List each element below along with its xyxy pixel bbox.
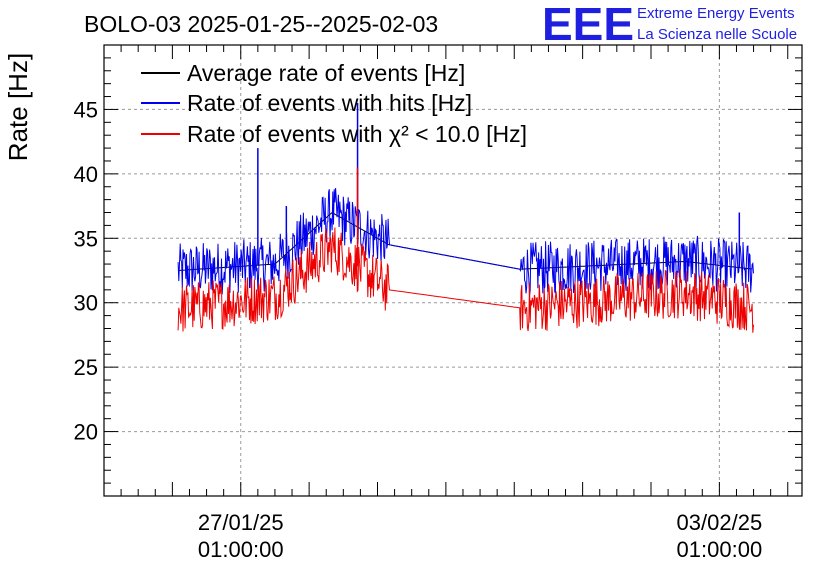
chart-title: BOLO-03 2025-01-25--2025-02-03	[84, 11, 438, 37]
legend-label-chi2: Rate of events with χ² < 10.0 [Hz]	[187, 121, 527, 147]
series-line-2	[177, 227, 754, 333]
x-tick-label-time: 01:00:00	[198, 537, 284, 562]
x-tick-label-date: 03/02/25	[677, 510, 763, 535]
logo-line-2: La Scienza nelle Scuole	[637, 26, 797, 43]
grid-lines	[104, 45, 802, 496]
logo-line-1: Extreme Energy Events	[637, 5, 795, 22]
legend: Average rate of events [Hz] Rate of even…	[141, 60, 527, 147]
legend-label-average: Average rate of events [Hz]	[187, 60, 465, 86]
series-line-1	[177, 187, 754, 296]
y-tick-label: 25	[74, 355, 98, 380]
x-tick-label-time: 01:00:00	[677, 537, 763, 562]
y-axis-label: Rate [Hz]	[3, 53, 33, 161]
eee-logo: EEE Extreme Energy Events La Scienza nel…	[542, 0, 797, 50]
y-tick-label: 35	[74, 226, 98, 251]
logo-letters: EEE	[542, 0, 634, 50]
axes: 20253035404527/01/2501:00:0003/02/2501:0…	[74, 44, 803, 562]
legend-label-hits: Rate of events with hits [Hz]	[187, 90, 472, 116]
y-tick-label: 30	[74, 291, 98, 316]
y-tick-label: 45	[74, 97, 98, 122]
y-tick-label: 20	[74, 420, 98, 445]
plot-frame	[103, 44, 803, 497]
data-series	[177, 102, 754, 333]
y-tick-label: 40	[74, 162, 98, 187]
x-tick-label-date: 27/01/25	[198, 510, 284, 535]
